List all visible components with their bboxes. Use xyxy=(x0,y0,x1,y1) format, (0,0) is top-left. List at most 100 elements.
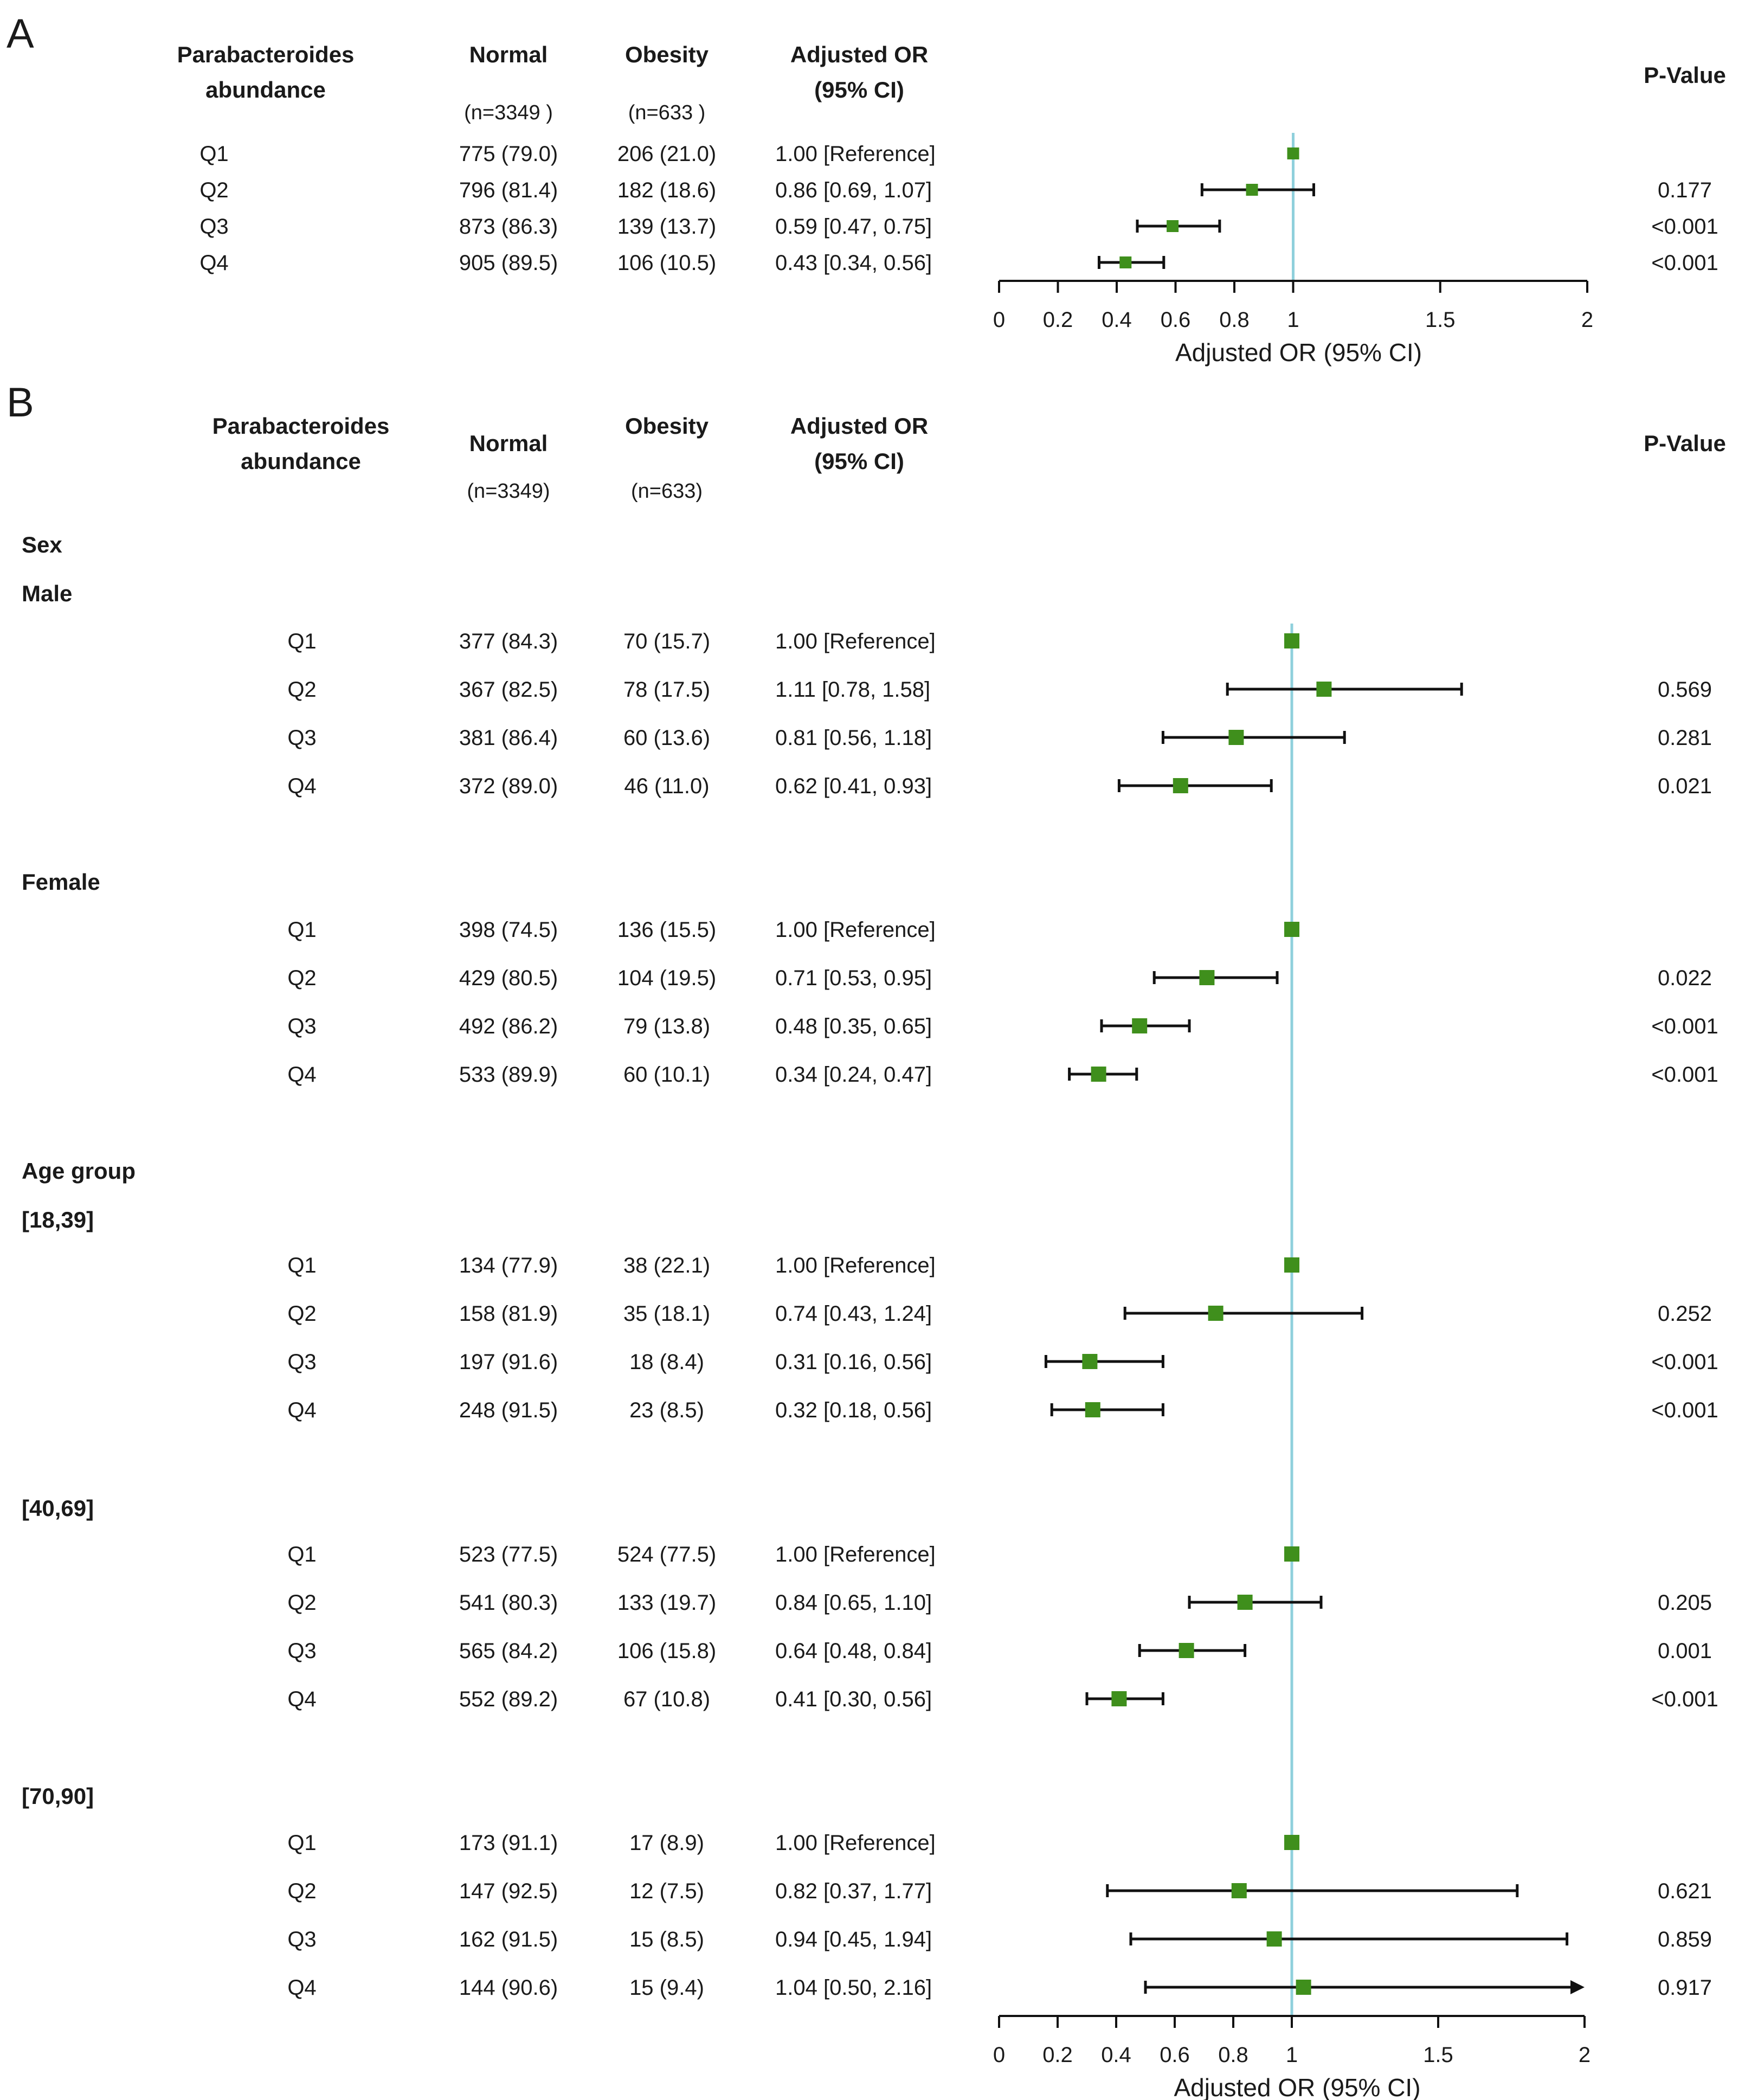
or-point-marker xyxy=(1284,1835,1299,1850)
or-point-marker xyxy=(1173,778,1188,793)
x-tick-label: 2 xyxy=(1581,308,1593,332)
quartile-label: Q2 xyxy=(287,966,316,990)
panel-label: B xyxy=(7,380,34,426)
normal-count: 523 (77.5) xyxy=(459,1543,558,1566)
p-value: <0.001 xyxy=(1651,215,1718,239)
table-row: Q4 372 (89.0) 46 (11.0) 0.62 [0.41, 0.93] 0.… xyxy=(287,774,1712,798)
p-value: 0.205 xyxy=(1658,1591,1712,1615)
x-axis-title: Adjusted OR (95% CI) xyxy=(1175,338,1422,367)
quartile-label: Q3 xyxy=(287,1928,316,1951)
obesity-count: 70 (15.7) xyxy=(623,630,710,653)
normal-count: 381 (86.4) xyxy=(459,726,558,750)
or-point-marker xyxy=(1228,730,1244,745)
n-normal: (n=3349) xyxy=(467,480,550,503)
header-abundance-line2: abundance xyxy=(241,448,361,474)
or-ci-text: 1.00 [Reference] xyxy=(775,142,936,166)
or-point-marker xyxy=(1284,1257,1299,1273)
quartile-label: Q2 xyxy=(287,1591,316,1615)
or-ci-text: 1.04 [0.50, 2.16] xyxy=(775,1976,932,2000)
group-label: Male xyxy=(22,581,72,606)
or-point-marker xyxy=(1316,682,1332,697)
p-value: 0.859 xyxy=(1658,1928,1712,1951)
header-obesity: Obesity xyxy=(625,413,709,439)
normal-count: 377 (84.3) xyxy=(459,630,558,653)
x-tick-label: 0.6 xyxy=(1161,308,1191,332)
p-value: <0.001 xyxy=(1651,1398,1718,1422)
quartile-label: Q1 xyxy=(287,1254,316,1277)
p-value: 0.621 xyxy=(1658,1879,1712,1903)
quartile-label: Q4 xyxy=(287,1063,316,1087)
obesity-count: 38 (22.1) xyxy=(623,1254,710,1277)
or-ci-text: 0.48 [0.35, 0.65] xyxy=(775,1014,932,1038)
normal-count: 372 (89.0) xyxy=(459,774,558,798)
quartile-label: Q3 xyxy=(287,726,316,750)
or-ci-text: 0.81 [0.56, 1.18] xyxy=(775,726,932,750)
header-or-line1: Adjusted OR xyxy=(790,413,928,439)
obesity-count: 106 (10.5) xyxy=(617,251,716,275)
quartile-label: Q4 xyxy=(287,1398,316,1422)
table-row: Q1 523 (77.5) 524 (77.5) 1.00 [Reference] xyxy=(287,1543,1299,1566)
normal-count: 144 (90.6) xyxy=(459,1976,558,2000)
obesity-count: 46 (11.0) xyxy=(624,774,709,798)
normal-count: 158 (81.9) xyxy=(459,1302,558,1326)
obesity-count: 79 (13.8) xyxy=(623,1014,710,1038)
normal-count: 147 (92.5) xyxy=(459,1879,558,1903)
header-obesity: Obesity xyxy=(625,42,709,67)
normal-count: 197 (91.6) xyxy=(459,1350,558,1374)
table-row: Q1 173 (91.1) 17 (8.9) 1.00 [Reference] xyxy=(287,1831,1299,1855)
p-value: <0.001 xyxy=(1651,1350,1718,1374)
x-tick-label: 0.2 xyxy=(1042,2043,1073,2067)
obesity-count: 104 (19.5) xyxy=(617,966,716,990)
x-tick-label: 2 xyxy=(1579,2043,1591,2067)
normal-count: 905 (89.5) xyxy=(459,251,558,275)
quartile-label: Q4 xyxy=(287,1687,316,1711)
p-value: 0.022 xyxy=(1658,966,1712,990)
p-value: 0.252 xyxy=(1658,1302,1712,1326)
obesity-count: 106 (15.8) xyxy=(617,1639,716,1663)
table-row: Q4 533 (89.9) 60 (10.1) 0.34 [0.24, 0.47] <0… xyxy=(287,1063,1718,1087)
x-tick-label: 0.4 xyxy=(1101,2043,1131,2067)
obesity-count: 524 (77.5) xyxy=(617,1543,716,1566)
or-point-marker xyxy=(1179,1643,1194,1658)
normal-count: 552 (89.2) xyxy=(459,1687,558,1711)
obesity-count: 15 (8.5) xyxy=(629,1928,704,1951)
p-value: <0.001 xyxy=(1651,251,1718,275)
obesity-count: 60 (10.1) xyxy=(623,1063,710,1087)
normal-count: 248 (91.5) xyxy=(459,1398,558,1422)
header-normal: Normal xyxy=(469,431,548,456)
obesity-count: 17 (8.9) xyxy=(629,1831,704,1855)
or-ci-text: 0.84 [0.65, 1.10] xyxy=(775,1591,932,1615)
quartile-label: Q1 xyxy=(199,142,228,166)
table-row: Q4 248 (91.5) 23 (8.5) 0.32 [0.18, 0.56] <0.… xyxy=(287,1398,1718,1422)
x-tick-label: 0.6 xyxy=(1160,2043,1190,2067)
or-ci-text: 0.59 [0.47, 0.75] xyxy=(775,215,932,239)
normal-count: 541 (80.3) xyxy=(459,1591,558,1615)
obesity-count: 60 (13.6) xyxy=(623,726,710,750)
normal-count: 134 (77.9) xyxy=(459,1254,558,1277)
x-tick-label: 0 xyxy=(993,308,1005,332)
or-point-marker xyxy=(1287,147,1299,159)
x-tick-label: 1 xyxy=(1287,308,1299,332)
header-abundance-line2: abundance xyxy=(205,77,326,102)
or-point-marker xyxy=(1119,256,1132,268)
table-row: Q4 552 (89.2) 67 (10.8) 0.41 [0.30, 0.56] <0… xyxy=(287,1687,1718,1711)
quartile-label: Q4 xyxy=(287,774,316,798)
table-row: Q2 367 (82.5) 78 (17.5) 1.11 [0.78, 1.58] 0.… xyxy=(287,678,1712,702)
quartile-label: Q2 xyxy=(287,678,316,702)
obesity-count: 35 (18.1) xyxy=(623,1302,710,1326)
table-row: Q2 147 (92.5) 12 (7.5) 0.82 [0.37, 1.77] 0.6… xyxy=(287,1879,1712,1903)
table-row: Q2 429 (80.5) 104 (19.5) 0.71 [0.53, 0.95] 0… xyxy=(287,966,1712,990)
table-row: Q2 796 (81.4) 182 (18.6) 0.86 [0.69, 1.07] 0… xyxy=(199,178,1712,202)
p-value: 0.917 xyxy=(1658,1976,1712,2000)
obesity-count: 67 (10.8) xyxy=(623,1687,710,1711)
p-value: 0.021 xyxy=(1658,774,1712,798)
header-normal: Normal xyxy=(469,42,548,67)
obesity-count: 78 (17.5) xyxy=(623,678,710,702)
or-ci-text: 1.00 [Reference] xyxy=(775,630,936,653)
table-row: Q1 377 (84.3) 70 (15.7) 1.00 [Reference] xyxy=(287,630,1299,653)
or-point-marker xyxy=(1246,184,1258,196)
x-tick-label: 1.5 xyxy=(1425,308,1456,332)
group-label: Sex xyxy=(22,532,62,557)
quartile-label: Q1 xyxy=(287,1543,316,1566)
